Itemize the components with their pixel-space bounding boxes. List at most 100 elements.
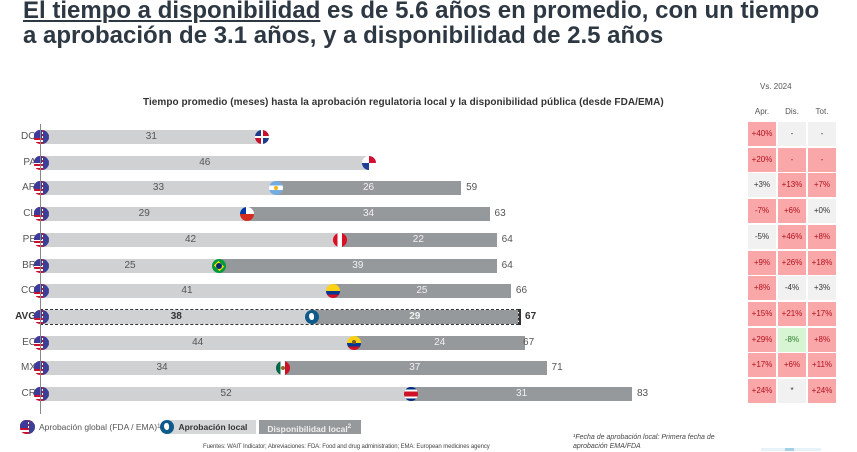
legend-local-approval: Aprobación local xyxy=(160,420,257,434)
category-label: AR xyxy=(22,182,36,194)
bar-availability-local xyxy=(247,207,490,222)
pa-flag-icon xyxy=(361,155,376,170)
vs-cell-tot: +8% xyxy=(808,327,836,352)
vs-cell-dis: +6% xyxy=(778,353,806,378)
vs-cell-apr: +3% xyxy=(748,173,776,198)
us-flag-icon xyxy=(34,207,49,222)
value-label-total: 63 xyxy=(494,208,506,220)
latam-map-icon xyxy=(304,309,319,324)
category-label: CL xyxy=(23,208,36,220)
us-flag-icon xyxy=(20,420,35,434)
bar-approval-local xyxy=(41,130,262,144)
value-label-total: 67 xyxy=(525,310,537,322)
legend-global-approval: Aprobación global (FDA / EMA) 1 xyxy=(20,420,160,434)
us-flag-icon xyxy=(34,130,49,144)
vs-cell-tot: +3% xyxy=(808,276,836,301)
value-label-approval: 41 xyxy=(181,285,193,297)
legend-local-label: Aprobación local xyxy=(178,422,248,432)
value-label-availability: 22 xyxy=(412,233,424,245)
bar-chart: DO 31 PA 46 AR 33 26 59 CL 29 34 63 PE 42 22 64 BR 25 39 64… xyxy=(0,0,740,420)
vs-cell-dis: -4% xyxy=(778,276,806,301)
us-flag-icon xyxy=(34,387,49,401)
value-label-availability: 24 xyxy=(434,336,446,348)
category-label: CR xyxy=(21,388,36,399)
category-label: EC xyxy=(22,336,36,348)
bar-row-co: CO 41 25 66 xyxy=(0,283,740,299)
headline-rest: es de 5.6 años en promedio, con un tiemp… xyxy=(23,0,820,49)
bar-availability-local xyxy=(332,284,511,299)
bar-approval-local xyxy=(41,181,276,196)
us-flag-icon xyxy=(34,309,49,324)
value-label-availability: 29 xyxy=(409,310,421,322)
vs-cell-apr: +15% xyxy=(748,301,776,326)
header-dis: Dis. xyxy=(785,107,799,116)
mx-flag-icon xyxy=(276,361,291,376)
vs-cell-apr: +24% xyxy=(748,379,776,403)
value-label-availability: 39 xyxy=(352,259,364,271)
vs-cell-apr: +29% xyxy=(748,327,776,352)
value-label-availability: 25 xyxy=(416,285,428,297)
latam-map-icon xyxy=(160,420,175,434)
bar-approval-local xyxy=(41,361,284,376)
vs-cell-dis: - xyxy=(778,122,806,146)
value-label-approval: 42 xyxy=(184,233,197,245)
bar-row-pa: PA 46 xyxy=(0,155,740,171)
company-logo xyxy=(761,448,821,451)
us-flag-icon xyxy=(34,258,49,273)
vs-cell-tot: +24% xyxy=(808,379,836,403)
value-label-approval: 38 xyxy=(170,310,182,322)
vs-2024-title: Vs. 2024 xyxy=(760,82,792,91)
value-label-approval: 31 xyxy=(145,131,157,142)
vs-cell-apr: +20% xyxy=(748,147,776,172)
bar-row-mx: MX 34 37 71 xyxy=(0,360,740,376)
us-flag-icon xyxy=(34,284,49,299)
cr-flag-icon xyxy=(404,387,419,401)
value-label-approval: 29 xyxy=(138,208,150,220)
value-label-approval: 52 xyxy=(220,388,232,399)
value-label-total: 66 xyxy=(515,285,528,297)
pe-flag-icon xyxy=(333,232,348,247)
bar-availability-local xyxy=(354,335,526,350)
headline-underlined: El tiempo a disponibilidad xyxy=(23,0,321,24)
legend-local-availability: Disponibilidad local2 xyxy=(259,420,362,434)
vs-cell-tot: +0% xyxy=(808,199,836,224)
vs-cell-dis: +21% xyxy=(778,301,806,326)
value-label-availability: 37 xyxy=(409,362,421,374)
bar-row-cl: CL 29 34 63 xyxy=(0,206,740,222)
bar-row-br: BR 25 39 64 xyxy=(0,258,740,274)
ec-flag-icon xyxy=(347,335,362,350)
bar-row-do: DO 31 xyxy=(0,129,740,145)
bar-availability-local xyxy=(283,361,547,376)
value-label-total: 64 xyxy=(501,233,513,245)
vs-cell-apr: -5% xyxy=(748,224,776,249)
bar-row-ar: AR 33 26 59 xyxy=(0,180,740,196)
bar-approval-local xyxy=(41,155,369,170)
bar-approval-local xyxy=(41,207,248,222)
us-flag-icon xyxy=(34,232,49,247)
bar-availability-local xyxy=(311,309,519,324)
us-flag-icon xyxy=(34,181,49,196)
vs-cell-dis: +6% xyxy=(778,199,806,224)
value-label-approval: 33 xyxy=(152,182,165,194)
sources-note: Fuentes: WAIT Indicator; Abreviaciones: … xyxy=(203,444,490,450)
bar-availability-local xyxy=(411,387,632,401)
legend-global-label: Aprobación global (FDA / EMA) xyxy=(39,422,158,432)
co-flag-icon xyxy=(325,284,340,299)
bar-approval-local xyxy=(41,309,312,324)
value-label-total: 59 xyxy=(466,182,478,194)
category-label: BR xyxy=(22,259,36,271)
legend-disp-label: Disponibilidad local xyxy=(267,423,348,434)
bar-row-ec: EC 44 24 67 xyxy=(0,335,740,351)
bar-availability-local xyxy=(275,181,462,196)
vs-cell-tot: +11% xyxy=(808,353,836,378)
vs-cell-apr: +8% xyxy=(748,276,776,301)
category-label: DO xyxy=(21,131,36,142)
value-label-approval: 44 xyxy=(192,336,204,348)
average-highlight-box xyxy=(40,308,520,325)
us-flag-icon xyxy=(34,335,49,350)
us-flag-icon xyxy=(34,155,49,170)
vs-cell-dis: +26% xyxy=(778,250,806,275)
vs-cell-dis: -8% xyxy=(778,327,806,352)
cl-flag-icon xyxy=(240,207,255,222)
category-label: AVG xyxy=(15,310,36,322)
